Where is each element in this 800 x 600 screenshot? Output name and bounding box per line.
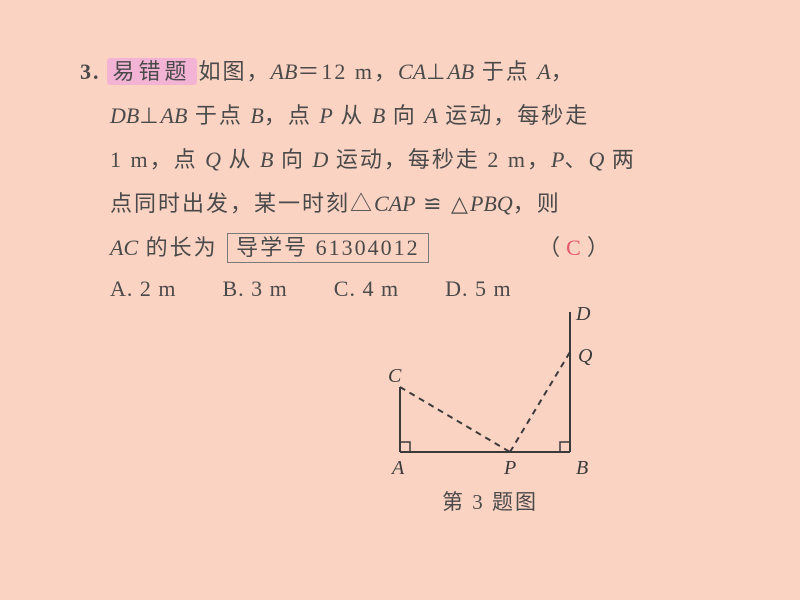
easy-mistake-tag: 易错题: [107, 58, 197, 85]
paren-open: （: [538, 235, 562, 260]
answer-slot: （C）: [538, 235, 611, 260]
t3a: 1 m，点: [110, 147, 205, 172]
figure-caption: 第 3 题图: [370, 486, 610, 516]
t4b: ≌ △: [416, 191, 470, 216]
page-root: 3.易错题如图，AB＝12 m，CA⊥AB 于点 A， DB⊥AB 于点 B，点…: [0, 0, 800, 600]
var-CA: CA: [398, 59, 426, 84]
var-B2: B: [372, 103, 385, 128]
t1b: ＝12 m，: [297, 59, 398, 84]
t3f: 两: [604, 147, 636, 172]
var-AB: AB: [271, 59, 298, 84]
var-AB3: AB: [161, 103, 188, 128]
answer-letter: C: [566, 235, 583, 260]
question-line-5: AC 的长为 导学号 61304012 （C）: [110, 226, 740, 270]
var-P: P: [319, 103, 332, 128]
t2c: ，点: [264, 103, 320, 128]
var-A2: A: [424, 103, 437, 128]
var-DB: DB: [110, 103, 139, 128]
t2d: 从: [333, 103, 372, 128]
option-a: A. 2 m: [110, 276, 177, 302]
t3c: 向: [273, 147, 312, 172]
var-Q2: Q: [588, 147, 604, 172]
svg-text:P: P: [503, 457, 516, 479]
var-CAP: CAP: [374, 191, 416, 216]
triangle-figure: A B P C DQ: [370, 302, 610, 482]
study-id-box: 导学号 61304012: [227, 233, 429, 263]
question-line-1: 3.易错题如图，AB＝12 m，CA⊥AB 于点 A，: [80, 50, 740, 94]
t1d: 于点: [474, 59, 537, 84]
var-PBQ: PBQ: [470, 191, 513, 216]
t1a: 如图，: [199, 59, 271, 84]
svg-text:B: B: [576, 457, 588, 479]
t4c: ，则: [513, 191, 561, 216]
var-AC: AC: [110, 235, 138, 260]
question-line-2: DB⊥AB 于点 B，点 P 从 B 向 A 运动，每秒走: [110, 94, 740, 138]
question-line-3: 1 m，点 Q 从 B 向 D 运动，每秒走 2 m，P、Q 两: [110, 138, 740, 182]
t1c: ⊥: [426, 59, 447, 84]
t2e: 向: [385, 103, 424, 128]
t2f: 运动，每秒走: [438, 103, 590, 128]
t2b: 于点: [187, 103, 250, 128]
t3b: 从: [221, 147, 260, 172]
svg-text:D: D: [575, 303, 591, 325]
var-AB2: AB: [447, 59, 474, 84]
option-d: D. 5 m: [445, 276, 512, 302]
paren-close: ）: [587, 235, 611, 260]
t4a: 点同时出发，某一时刻△: [110, 191, 374, 216]
svg-text:C: C: [388, 365, 402, 387]
option-b: B. 3 m: [223, 276, 288, 302]
var-B3: B: [260, 147, 273, 172]
var-P2: P: [551, 147, 564, 172]
var-Q: Q: [205, 147, 221, 172]
svg-text:Q: Q: [578, 345, 593, 367]
figure-wrap: A B P C DQ 第 3 题图: [80, 302, 740, 516]
t2a: ⊥: [139, 103, 160, 128]
options-row: A. 2 m B. 3 m C. 4 m D. 5 m: [110, 276, 740, 302]
option-c: C. 4 m: [334, 276, 399, 302]
svg-text:A: A: [390, 457, 405, 479]
question-number: 3.: [80, 59, 101, 84]
var-A: A: [537, 59, 550, 84]
t3e: 、: [564, 147, 588, 172]
t1e: ，: [551, 59, 575, 84]
t5a: 的长为: [138, 235, 218, 260]
t3d: 运动，每秒走 2 m，: [328, 147, 551, 172]
var-D: D: [313, 147, 329, 172]
var-B: B: [250, 103, 263, 128]
question-line-4: 点同时出发，某一时刻△CAP ≌ △PBQ，则: [110, 182, 740, 226]
